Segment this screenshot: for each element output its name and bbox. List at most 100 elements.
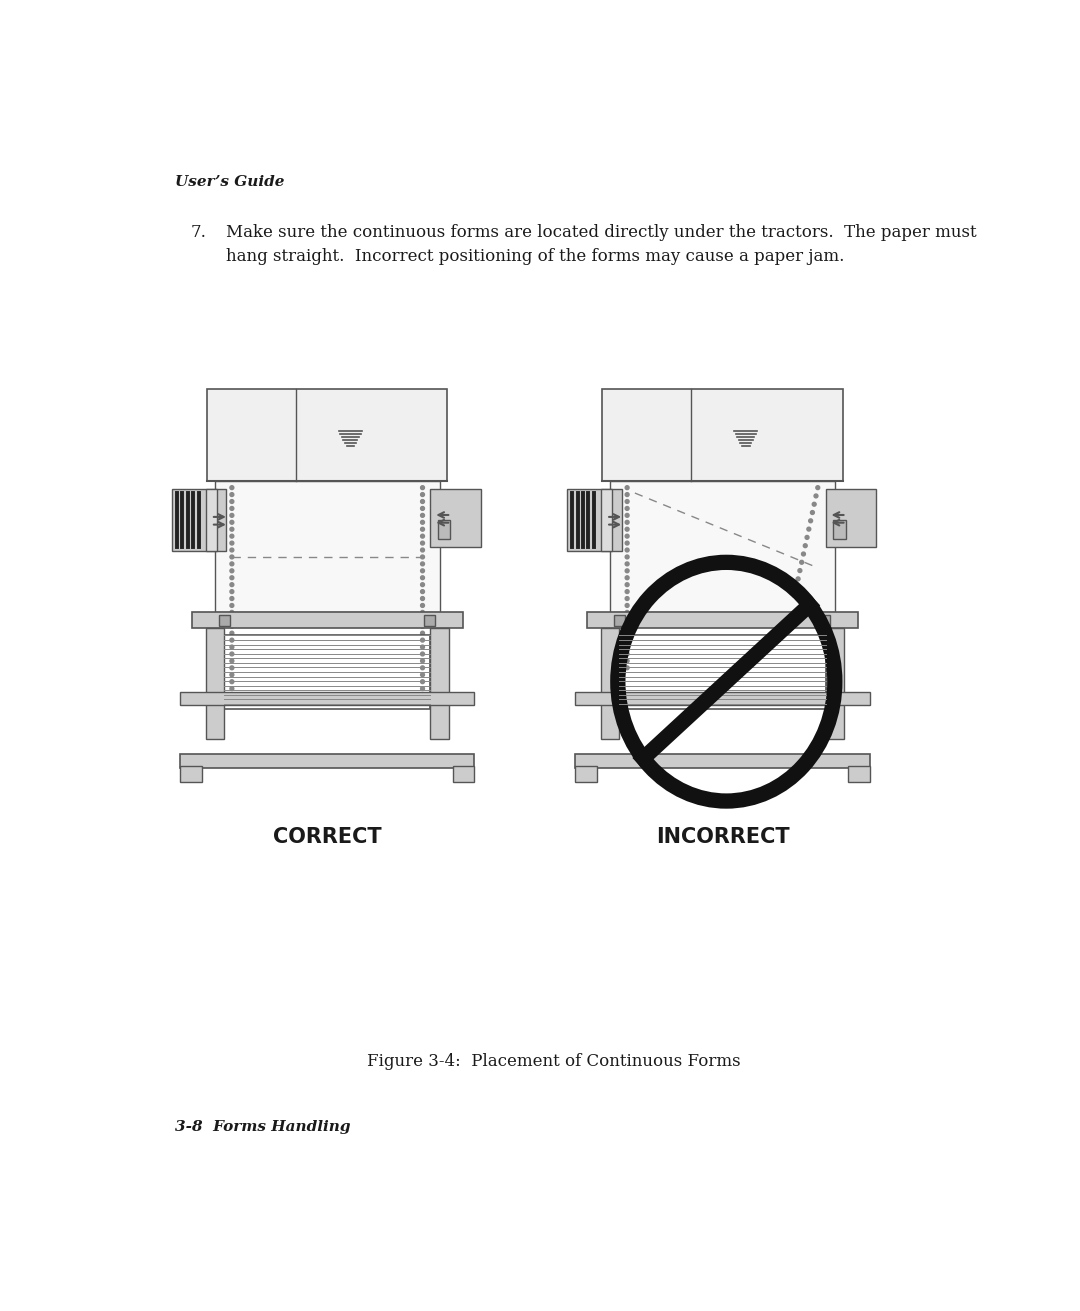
Circle shape — [420, 548, 424, 552]
Bar — [848, 767, 869, 781]
Circle shape — [625, 485, 629, 489]
Circle shape — [625, 590, 629, 594]
Circle shape — [230, 569, 233, 573]
Bar — [180, 692, 474, 705]
Circle shape — [805, 535, 809, 539]
Circle shape — [420, 638, 424, 642]
Circle shape — [420, 576, 424, 579]
Circle shape — [625, 541, 629, 545]
Circle shape — [420, 597, 424, 600]
Circle shape — [625, 514, 629, 518]
Circle shape — [230, 535, 233, 538]
Circle shape — [230, 493, 233, 497]
Circle shape — [625, 645, 629, 649]
Bar — [207, 389, 447, 481]
Circle shape — [625, 569, 629, 573]
Bar — [172, 489, 227, 551]
Bar — [438, 520, 450, 539]
Circle shape — [625, 520, 629, 524]
Bar — [225, 636, 430, 709]
Circle shape — [420, 520, 424, 524]
Circle shape — [812, 502, 816, 506]
Text: Figure 3-4:  Placement of Continuous Forms: Figure 3-4: Placement of Continuous Form… — [367, 1053, 740, 1070]
Circle shape — [809, 519, 812, 523]
Text: User’s Guide: User’s Guide — [175, 176, 285, 189]
Circle shape — [230, 645, 233, 649]
Circle shape — [625, 499, 629, 503]
Circle shape — [230, 555, 233, 558]
Bar — [825, 628, 845, 739]
Circle shape — [420, 590, 424, 594]
Circle shape — [230, 659, 233, 663]
Circle shape — [420, 687, 424, 691]
Bar — [834, 520, 846, 539]
Circle shape — [625, 506, 629, 510]
Circle shape — [796, 577, 800, 581]
Text: CORRECT: CORRECT — [273, 827, 381, 847]
Circle shape — [810, 510, 814, 514]
Circle shape — [625, 583, 629, 586]
Circle shape — [625, 652, 629, 656]
Circle shape — [804, 544, 807, 548]
Bar — [205, 628, 225, 739]
Circle shape — [625, 548, 629, 552]
Circle shape — [420, 583, 424, 586]
Circle shape — [420, 617, 424, 621]
Circle shape — [230, 485, 233, 489]
Circle shape — [625, 638, 629, 642]
Circle shape — [420, 603, 424, 607]
Circle shape — [798, 569, 801, 573]
Circle shape — [625, 527, 629, 531]
Circle shape — [230, 680, 233, 683]
Circle shape — [625, 611, 629, 615]
Circle shape — [230, 562, 233, 566]
Circle shape — [230, 611, 233, 615]
Circle shape — [420, 535, 424, 538]
Text: Make sure the continuous forms are located directly under the tractors.  The pap: Make sure the continuous forms are locat… — [227, 224, 977, 265]
Circle shape — [625, 493, 629, 497]
Circle shape — [800, 560, 804, 564]
Circle shape — [230, 673, 233, 676]
Bar — [424, 615, 435, 627]
Bar — [619, 636, 825, 709]
Circle shape — [230, 632, 233, 635]
Circle shape — [230, 666, 233, 670]
Circle shape — [420, 659, 424, 663]
Circle shape — [625, 555, 629, 558]
Circle shape — [420, 527, 424, 531]
Circle shape — [420, 666, 424, 670]
Circle shape — [420, 485, 424, 489]
Circle shape — [420, 493, 424, 497]
Circle shape — [420, 499, 424, 503]
Circle shape — [795, 585, 798, 589]
Circle shape — [807, 527, 811, 531]
Bar — [586, 612, 859, 628]
Bar — [820, 615, 831, 627]
Circle shape — [625, 597, 629, 600]
Bar — [453, 767, 474, 781]
Circle shape — [420, 645, 424, 649]
Circle shape — [625, 535, 629, 538]
Circle shape — [230, 590, 233, 594]
Circle shape — [420, 632, 424, 635]
Circle shape — [230, 514, 233, 518]
Bar — [613, 615, 625, 627]
Circle shape — [230, 624, 233, 628]
Circle shape — [625, 659, 629, 663]
Circle shape — [230, 597, 233, 600]
Bar — [610, 481, 835, 612]
Circle shape — [420, 562, 424, 566]
Bar — [180, 767, 202, 781]
Circle shape — [230, 638, 233, 642]
Circle shape — [420, 541, 424, 545]
Bar — [603, 389, 842, 481]
Circle shape — [230, 506, 233, 510]
Circle shape — [420, 569, 424, 573]
Circle shape — [625, 624, 629, 628]
Text: INCORRECT: INCORRECT — [656, 827, 789, 847]
Bar — [576, 754, 869, 768]
Bar — [567, 489, 622, 551]
Circle shape — [420, 506, 424, 510]
Bar — [191, 612, 463, 628]
Circle shape — [230, 499, 233, 503]
